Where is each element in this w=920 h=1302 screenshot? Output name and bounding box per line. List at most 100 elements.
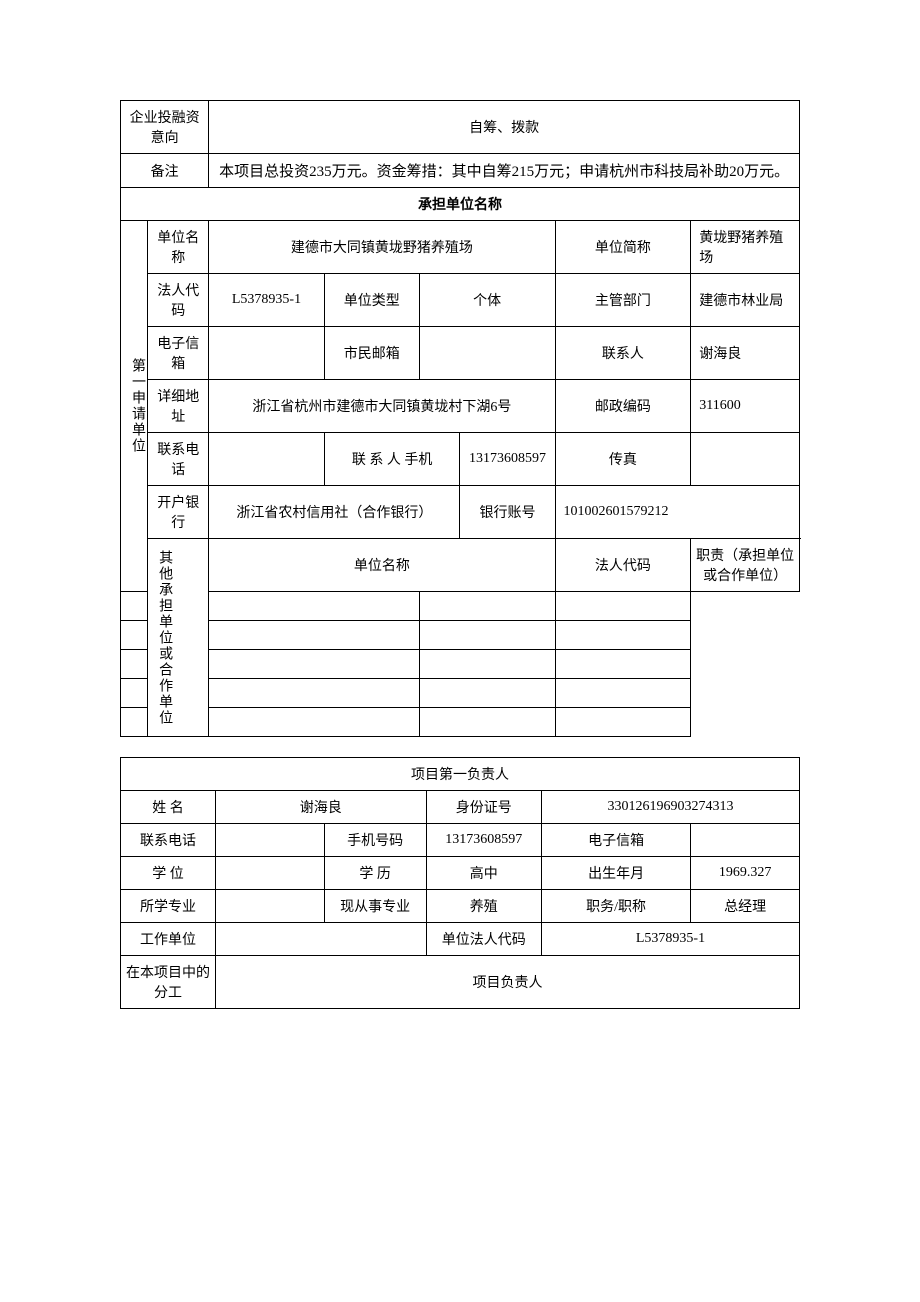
empty-cell <box>691 433 800 486</box>
title-label: 职务/职称 <box>541 890 690 923</box>
empty-cell <box>216 857 325 890</box>
account-value: 101002601579212 <box>555 486 799 539</box>
table-row: 联系电话 联 系 人 手机 13173608597 传真 <box>121 433 800 486</box>
supervisor-label: 主管部门 <box>555 274 691 327</box>
empty-cell <box>216 923 426 956</box>
unit-name-header: 承担单位名称 <box>121 188 800 221</box>
table-row <box>121 592 800 621</box>
remark-value: 本项目总投资235万元。资金筹措：其中自筹215万元；申请杭州市科技局补助20万… <box>209 154 800 188</box>
empty-cell <box>419 650 555 679</box>
application-form-table: 企业投融资意向 自筹、拨款 备注 本项目总投资235万元。资金筹措：其中自筹21… <box>120 100 800 737</box>
empty-cell <box>419 327 555 380</box>
postal-value: 311600 <box>691 380 800 433</box>
table-row: 在本项目中的分工 项目负责人 <box>121 956 800 1009</box>
table-row: 法人代码 L5378935-1 单位类型 个体 主管部门 建德市林业局 <box>121 274 800 327</box>
name-label: 姓 名 <box>121 791 216 824</box>
postal-label: 邮政编码 <box>555 380 691 433</box>
unit-type-value: 个体 <box>419 274 555 327</box>
empty-cell <box>555 679 691 708</box>
email-label: 电子信箱 <box>148 327 209 380</box>
table-row: 备注 本项目总投资235万元。资金筹措：其中自筹215万元；申请杭州市科技局补助… <box>121 154 800 188</box>
current-major-value: 养殖 <box>426 890 541 923</box>
name-value: 谢海良 <box>216 791 426 824</box>
phone-label: 联系电话 <box>148 433 209 486</box>
empty-cell <box>691 824 800 857</box>
table-row <box>121 708 800 737</box>
degree-label: 学 位 <box>121 857 216 890</box>
empty-cell <box>555 621 691 650</box>
table-row: 姓 名 谢海良 身份证号 330126196903274313 <box>121 791 800 824</box>
empty-cell <box>419 679 555 708</box>
table-row: 项目第一负责人 <box>121 758 800 791</box>
current-major-label: 现从事专业 <box>324 890 426 923</box>
supervisor-value: 建德市林业局 <box>691 274 800 327</box>
col-role: 职责（承担单位或合作单位） <box>691 539 800 592</box>
table-row: 承担单位名称 <box>121 188 800 221</box>
major-label: 所学专业 <box>121 890 216 923</box>
contact-person-label: 联系人 <box>555 327 691 380</box>
role-label: 在本项目中的分工 <box>121 956 216 1009</box>
empty-cell <box>555 650 691 679</box>
table-row <box>121 650 800 679</box>
email-label: 电子信箱 <box>541 824 690 857</box>
empty-cell <box>209 327 324 380</box>
unit-type-label: 单位类型 <box>324 274 419 327</box>
mobile-value: 13173608597 <box>426 824 541 857</box>
table-row: 电子信箱 市民邮箱 联系人 谢海良 <box>121 327 800 380</box>
address-value: 浙江省杭州市建德市大同镇黄垅村下湖6号 <box>209 380 555 433</box>
table-row <box>121 679 800 708</box>
unit-short-label: 单位简称 <box>555 221 691 274</box>
education-label: 学 历 <box>324 857 426 890</box>
contact-person-value: 谢海良 <box>691 327 800 380</box>
bank-label: 开户银行 <box>148 486 209 539</box>
fax-label: 传真 <box>555 433 691 486</box>
remark-label: 备注 <box>121 154 209 188</box>
address-label: 详细地址 <box>148 380 209 433</box>
id-value: 330126196903274313 <box>541 791 799 824</box>
legal-code-label: 法人代码 <box>148 274 209 327</box>
id-label: 身份证号 <box>426 791 541 824</box>
table-row: 企业投融资意向 自筹、拨款 <box>121 101 800 154</box>
col-unit-name: 单位名称 <box>209 539 555 592</box>
mobile-label: 手机号码 <box>324 824 426 857</box>
unit-name-value: 建德市大同镇黄垅野猪养殖场 <box>209 221 555 274</box>
mobile-value: 13173608597 <box>460 433 555 486</box>
title-value: 总经理 <box>691 890 800 923</box>
unit-code-value: L5378935-1 <box>541 923 799 956</box>
bank-value: 浙江省农村信用社（合作银行） <box>209 486 460 539</box>
table-row: 联系电话 手机号码 13173608597 电子信箱 <box>121 824 800 857</box>
birth-value: 1969.327 <box>691 857 800 890</box>
role-value: 项目负责人 <box>216 956 800 1009</box>
unit-code-label: 单位法人代码 <box>426 923 541 956</box>
empty-cell <box>419 592 555 621</box>
email-value: 市民邮箱 <box>324 327 419 380</box>
unit-name-label: 单位名称 <box>148 221 209 274</box>
first-applicant-label: 第一申请单位 <box>121 221 148 592</box>
education-value: 高中 <box>426 857 541 890</box>
investment-intent-value: 自筹、拨款 <box>209 101 800 154</box>
table-row: 其他承担单位或合作单位 单位名称 法人代码 职责（承担单位或合作单位） <box>121 539 800 592</box>
table-row: 学 位 学 历 高中 出生年月 1969.327 <box>121 857 800 890</box>
empty-cell <box>209 433 324 486</box>
work-unit-label: 工作单位 <box>121 923 216 956</box>
empty-cell <box>216 824 325 857</box>
table-row <box>121 621 800 650</box>
col-legal-code: 法人代码 <box>555 539 691 592</box>
table-row: 开户银行 浙江省农村信用社（合作银行） 银行账号 101002601579212 <box>121 486 800 539</box>
birth-label: 出生年月 <box>541 857 690 890</box>
empty-cell <box>555 592 691 621</box>
investment-intent-label: 企业投融资意向 <box>121 101 209 154</box>
legal-code-value: L5378935-1 <box>209 274 324 327</box>
table-row: 工作单位 单位法人代码 L5378935-1 <box>121 923 800 956</box>
project-leader-table: 项目第一负责人 姓 名 谢海良 身份证号 330126196903274313 … <box>120 757 800 1009</box>
unit-short-value: 黄垅野猪养殖场 <box>691 221 800 274</box>
empty-cell <box>216 890 325 923</box>
mobile-label: 联 系 人 手机 <box>324 433 460 486</box>
table-row: 详细地址 浙江省杭州市建德市大同镇黄垅村下湖6号 邮政编码 311600 <box>121 380 800 433</box>
account-label: 银行账号 <box>460 486 555 539</box>
table-row: 所学专业 现从事专业 养殖 职务/职称 总经理 <box>121 890 800 923</box>
empty-cell <box>419 621 555 650</box>
phone-label: 联系电话 <box>121 824 216 857</box>
table-row: 第一申请单位 单位名称 建德市大同镇黄垅野猪养殖场 单位简称 黄垅野猪养殖场 <box>121 221 800 274</box>
empty-cell <box>419 708 555 737</box>
